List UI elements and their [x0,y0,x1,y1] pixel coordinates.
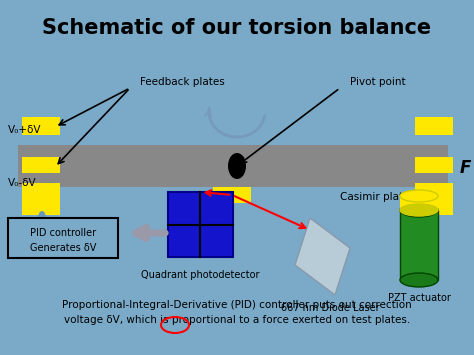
Ellipse shape [400,273,438,287]
Ellipse shape [400,203,438,217]
Bar [168,192,233,257]
Bar [415,183,453,201]
Bar [22,157,60,173]
Polygon shape [295,218,350,295]
Bar [415,197,453,215]
Ellipse shape [400,190,438,202]
Bar [400,210,438,280]
Ellipse shape [228,153,246,179]
Text: voltage δV, which is proportional to a force exerted on test plates.: voltage δV, which is proportional to a f… [64,315,410,325]
Text: Proportional-Integral-Derivative (PID) controller puts out correction: Proportional-Integral-Derivative (PID) c… [62,300,412,310]
Bar [22,117,60,135]
Bar [213,187,251,203]
Bar [8,218,118,258]
Bar [400,196,438,210]
Bar [22,197,60,215]
Ellipse shape [400,204,438,216]
Text: Quadrant photodetector: Quadrant photodetector [141,270,259,280]
Text: 667 nm Diode Laser: 667 nm Diode Laser [281,303,379,313]
Text: Feedback plates: Feedback plates [140,77,225,87]
Bar [415,117,453,135]
Text: V₀-δV: V₀-δV [8,178,36,188]
Text: PZT actuator: PZT actuator [388,293,450,303]
Text: V₀+δV: V₀+δV [8,125,42,135]
Bar [18,145,448,187]
Text: PID controller: PID controller [30,228,96,238]
Text: F: F [460,159,471,177]
Text: Schematic of our torsion balance: Schematic of our torsion balance [43,18,431,38]
Text: Generates δV: Generates δV [30,243,96,253]
Text: Casimir plates: Casimir plates [340,192,415,202]
Bar [22,183,60,201]
Text: Pivot point: Pivot point [350,77,406,87]
Bar [415,157,453,173]
